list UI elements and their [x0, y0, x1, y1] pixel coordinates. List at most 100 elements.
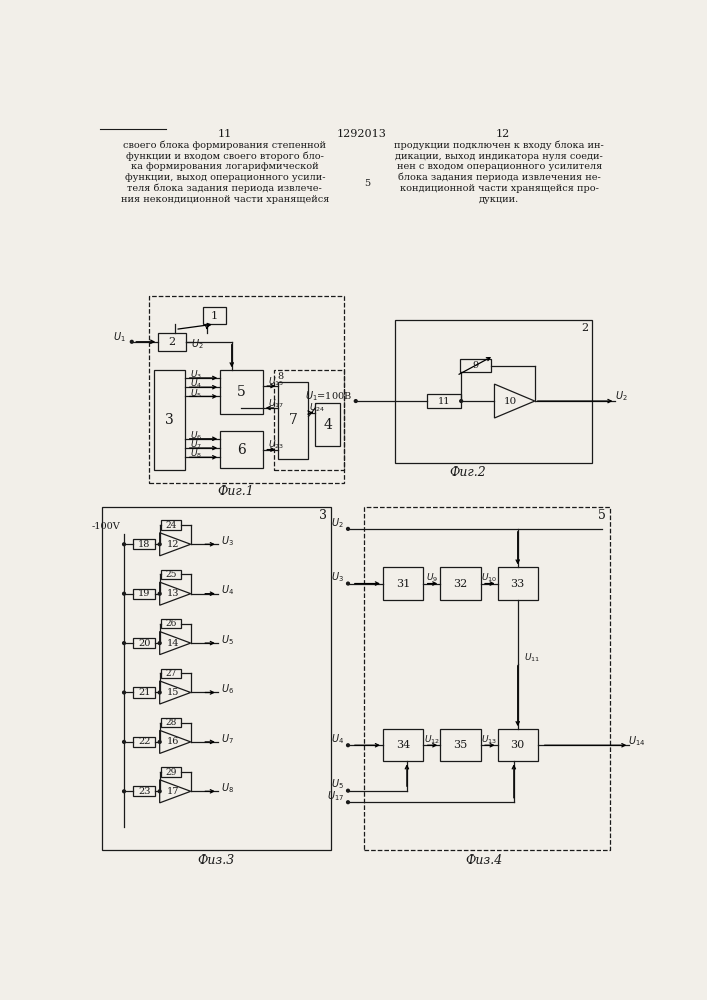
FancyBboxPatch shape — [161, 718, 182, 727]
Text: продукции подключен к входу блока ин-: продукции подключен к входу блока ин- — [395, 141, 604, 150]
Text: $U_{13}$: $U_{13}$ — [481, 734, 497, 746]
Text: Физ.3: Физ.3 — [198, 854, 235, 867]
Text: своего блока формирования степенной: своего блока формирования степенной — [123, 141, 326, 150]
Circle shape — [122, 691, 125, 694]
Text: $U_7$: $U_7$ — [190, 439, 202, 451]
Circle shape — [346, 801, 349, 804]
Text: блока задания периода извлечения не-: блока задания периода извлечения не- — [398, 173, 600, 182]
Text: ния некондиционной части хранящейся: ния некондиционной части хранящейся — [121, 195, 329, 204]
FancyBboxPatch shape — [315, 403, 340, 446]
FancyBboxPatch shape — [154, 370, 185, 470]
FancyBboxPatch shape — [134, 638, 155, 648]
Text: 1292013: 1292013 — [337, 129, 387, 139]
Text: $U_2$: $U_2$ — [190, 337, 203, 351]
FancyBboxPatch shape — [203, 307, 226, 324]
FancyBboxPatch shape — [220, 370, 263, 414]
Text: 13: 13 — [166, 589, 179, 598]
Text: $U_{23}$: $U_{23}$ — [268, 439, 284, 451]
Text: 9: 9 — [472, 361, 478, 370]
FancyBboxPatch shape — [134, 539, 155, 549]
Text: $U_5$: $U_5$ — [190, 387, 202, 400]
Text: ка формирования логарифмической: ка формирования логарифмической — [131, 162, 319, 171]
Text: $U_3$: $U_3$ — [331, 570, 344, 584]
Text: 18: 18 — [138, 540, 151, 549]
Circle shape — [122, 592, 125, 595]
FancyBboxPatch shape — [158, 333, 186, 351]
Text: 31: 31 — [396, 579, 410, 589]
Text: $U_3$: $U_3$ — [221, 534, 233, 548]
FancyBboxPatch shape — [161, 570, 182, 579]
Text: 17: 17 — [166, 787, 179, 796]
Text: 26: 26 — [165, 619, 177, 628]
Circle shape — [122, 642, 125, 644]
Text: кондиционной части хранящейся про-: кондиционной части хранящейся про- — [399, 184, 599, 193]
Text: 6: 6 — [237, 443, 246, 457]
Text: $U_1$=100B: $U_1$=100B — [305, 389, 352, 403]
FancyBboxPatch shape — [460, 359, 491, 372]
Text: 22: 22 — [138, 737, 151, 746]
Text: $U_2$: $U_2$ — [332, 516, 344, 530]
Circle shape — [158, 790, 161, 793]
Text: 2: 2 — [168, 337, 175, 347]
Text: функции, выход операционного усили-: функции, выход операционного усили- — [124, 173, 325, 182]
FancyBboxPatch shape — [498, 567, 538, 600]
Circle shape — [354, 400, 357, 402]
Text: Фиг.1: Фиг.1 — [217, 485, 254, 498]
Text: $U_4$: $U_4$ — [221, 584, 233, 597]
Text: $U_5$: $U_5$ — [221, 633, 233, 647]
Text: 5: 5 — [364, 179, 370, 188]
Text: 5: 5 — [598, 509, 606, 522]
Text: $U_{11}$: $U_{11}$ — [524, 652, 539, 664]
FancyBboxPatch shape — [161, 767, 182, 777]
Text: $U_4$: $U_4$ — [331, 732, 344, 746]
Text: функции и входом своего второго бло-: функции и входом своего второго бло- — [126, 151, 324, 161]
Text: 7: 7 — [288, 413, 298, 427]
Text: $U_6$: $U_6$ — [190, 429, 202, 442]
Text: 20: 20 — [138, 639, 151, 648]
Text: нен с входом операционного усилителя: нен с входом операционного усилителя — [397, 162, 602, 171]
Text: 14: 14 — [166, 639, 179, 648]
Text: 11: 11 — [438, 397, 450, 406]
Text: 25: 25 — [165, 570, 177, 579]
Circle shape — [346, 527, 349, 530]
Text: $U_{24}$: $U_{24}$ — [309, 402, 325, 414]
FancyBboxPatch shape — [383, 567, 423, 600]
Circle shape — [346, 582, 349, 585]
Text: теля блока задания периода извлече-: теля блока задания периода извлече- — [127, 184, 322, 193]
FancyBboxPatch shape — [161, 619, 182, 628]
Text: $U_2$: $U_2$ — [615, 390, 628, 403]
FancyBboxPatch shape — [161, 669, 182, 678]
Text: $U_3$: $U_3$ — [190, 369, 202, 381]
Text: $U_5$: $U_5$ — [332, 778, 344, 791]
Text: 1: 1 — [211, 311, 218, 321]
Circle shape — [122, 741, 125, 743]
Text: 35: 35 — [453, 740, 467, 750]
FancyBboxPatch shape — [440, 729, 481, 761]
Text: 23: 23 — [138, 787, 151, 796]
Circle shape — [460, 400, 462, 402]
Text: 3: 3 — [319, 509, 327, 522]
Circle shape — [158, 741, 161, 743]
FancyBboxPatch shape — [220, 431, 263, 468]
Text: 12: 12 — [166, 540, 179, 549]
Circle shape — [346, 744, 349, 747]
Text: 5: 5 — [237, 385, 246, 399]
FancyBboxPatch shape — [279, 382, 308, 459]
Text: 34: 34 — [396, 740, 410, 750]
Text: $U_{17}$: $U_{17}$ — [327, 789, 344, 803]
FancyBboxPatch shape — [134, 589, 155, 599]
Text: 33: 33 — [510, 579, 525, 589]
Text: 4: 4 — [323, 418, 332, 432]
Text: 21: 21 — [138, 688, 151, 697]
Text: Физ.4: Физ.4 — [465, 854, 502, 867]
Text: $U_{14}$: $U_{14}$ — [629, 734, 645, 748]
FancyBboxPatch shape — [427, 394, 461, 408]
Text: дукции.: дукции. — [479, 195, 519, 204]
Text: $U_4$: $U_4$ — [190, 378, 202, 390]
FancyBboxPatch shape — [134, 786, 155, 796]
Circle shape — [122, 790, 125, 793]
Text: $U_1$: $U_1$ — [113, 330, 126, 344]
Text: 29: 29 — [165, 768, 177, 777]
Text: 16: 16 — [167, 737, 179, 746]
Circle shape — [158, 691, 161, 694]
